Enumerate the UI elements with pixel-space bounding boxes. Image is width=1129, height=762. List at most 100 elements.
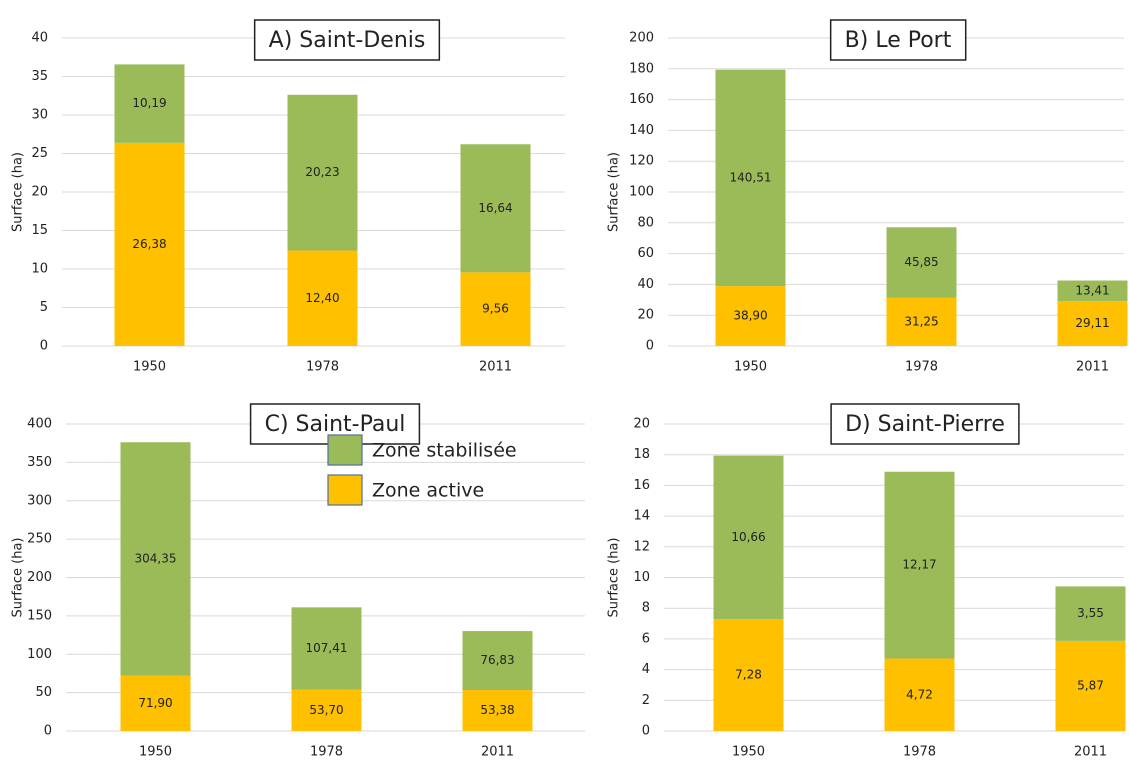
legend-swatch [327, 474, 363, 506]
y-tick-label: 150 [27, 608, 52, 623]
value-label: 9,56 [482, 302, 509, 316]
y-tick-label: 35 [31, 69, 48, 84]
y-tick-label: 0 [40, 339, 48, 354]
bar-segment [462, 690, 533, 731]
value-label: 31,25 [904, 314, 938, 328]
y-tick-label: 200 [27, 570, 52, 585]
x-tick-label: 1950 [133, 360, 166, 375]
y-tick-label: 350 [27, 455, 52, 470]
x-tick-label: 1978 [903, 745, 936, 760]
y-tick-label: 14 [633, 509, 650, 524]
value-label: 10,66 [731, 530, 765, 544]
x-tick-label: 1978 [310, 745, 343, 760]
x-tick-label: 1978 [905, 360, 938, 375]
y-tick-label: 100 [629, 185, 654, 200]
value-label: 4,72 [906, 687, 933, 701]
x-tick-label: 2011 [1074, 745, 1107, 760]
y-tick-label: 50 [35, 685, 52, 700]
value-label: 5,87 [1077, 678, 1104, 692]
y-tick-label: 15 [31, 223, 48, 238]
y-tick-label: 200 [629, 31, 654, 46]
y-tick-label: 2 [642, 693, 650, 708]
x-tick-label: 2011 [481, 745, 514, 760]
value-label: 20,23 [305, 165, 339, 179]
value-label: 76,83 [480, 653, 514, 667]
y-tick-label: 0 [44, 724, 52, 739]
value-label: 3,55 [1077, 606, 1104, 620]
value-label: 107,41 [306, 641, 348, 655]
bar-segment [291, 689, 362, 731]
legend-swatch [327, 434, 363, 466]
y-tick-label: 300 [27, 493, 52, 508]
y-axis-label: Surface (ha) [607, 537, 622, 617]
value-label: 10,19 [132, 96, 166, 110]
y-tick-label: 10 [31, 262, 48, 277]
y-tick-label: 20 [31, 185, 48, 200]
bar-segment [884, 658, 955, 731]
bar-segment [120, 442, 191, 676]
title-box [253, 19, 441, 61]
chart-title: D) Saint-Pierre [845, 412, 1005, 437]
y-tick-label: 100 [27, 647, 52, 662]
y-tick-label: 20 [633, 417, 650, 432]
legend-label: Zone active [372, 480, 484, 502]
y-tick-label: 180 [629, 61, 654, 76]
bar-segment [1055, 586, 1126, 641]
bar-segment [884, 471, 955, 659]
y-tick-label: 30 [31, 108, 48, 123]
bar-segment [462, 631, 533, 691]
y-axis-label: Surface (ha) [11, 152, 26, 232]
bar-segment [287, 250, 358, 346]
bar-segment [120, 675, 191, 731]
value-label: 140,51 [730, 170, 772, 184]
x-tick-label: 2011 [1076, 360, 1109, 375]
y-tick-label: 40 [31, 31, 48, 46]
value-label: 12,17 [902, 558, 936, 572]
y-tick-label: 5 [40, 300, 48, 315]
y-tick-label: 250 [27, 532, 52, 547]
value-label: 13,41 [1075, 283, 1109, 297]
bar-segment [460, 272, 531, 346]
x-tick-label: 1950 [732, 745, 765, 760]
y-axis-label: Surface (ha) [607, 152, 622, 232]
y-tick-label: 400 [27, 417, 52, 432]
y-tick-label: 40 [637, 277, 654, 292]
value-label: 45,85 [904, 255, 938, 269]
value-label: 71,90 [138, 696, 172, 710]
y-tick-label: 0 [646, 339, 654, 354]
y-tick-label: 12 [633, 539, 650, 554]
chart-title: B) Le Port [845, 28, 952, 53]
bar-segment [291, 607, 362, 690]
y-tick-label: 16 [633, 478, 650, 493]
y-tick-label: 10 [633, 570, 650, 585]
value-label: 26,38 [132, 237, 166, 251]
value-label: 12,40 [305, 291, 339, 305]
x-tick-label: 2011 [479, 360, 512, 375]
chart-title: C) Saint-Paul [265, 412, 406, 437]
title-box [829, 19, 967, 61]
x-tick-label: 1978 [306, 360, 339, 375]
bar-segment [715, 69, 786, 287]
y-tick-label: 0 [642, 724, 650, 739]
bar-segment [886, 297, 957, 346]
bar-segment [1057, 301, 1128, 346]
y-tick-label: 8 [642, 601, 650, 616]
y-tick-label: 25 [31, 146, 48, 161]
bar-segment [713, 619, 784, 731]
y-tick-label: 20 [637, 308, 654, 323]
x-tick-label: 1950 [139, 745, 172, 760]
y-tick-label: 60 [637, 246, 654, 261]
y-tick-label: 6 [642, 631, 650, 646]
value-label: 53,38 [480, 703, 514, 717]
title-box [830, 403, 1020, 445]
bar-segment [713, 455, 784, 620]
bar-segment [114, 64, 185, 143]
y-tick-label: 120 [629, 154, 654, 169]
y-tick-label: 4 [642, 662, 650, 677]
y-tick-label: 80 [637, 215, 654, 230]
x-tick-label: 1950 [734, 360, 767, 375]
value-label: 7,28 [735, 668, 762, 682]
bar-segment [1057, 280, 1128, 302]
value-label: 16,64 [478, 201, 512, 215]
